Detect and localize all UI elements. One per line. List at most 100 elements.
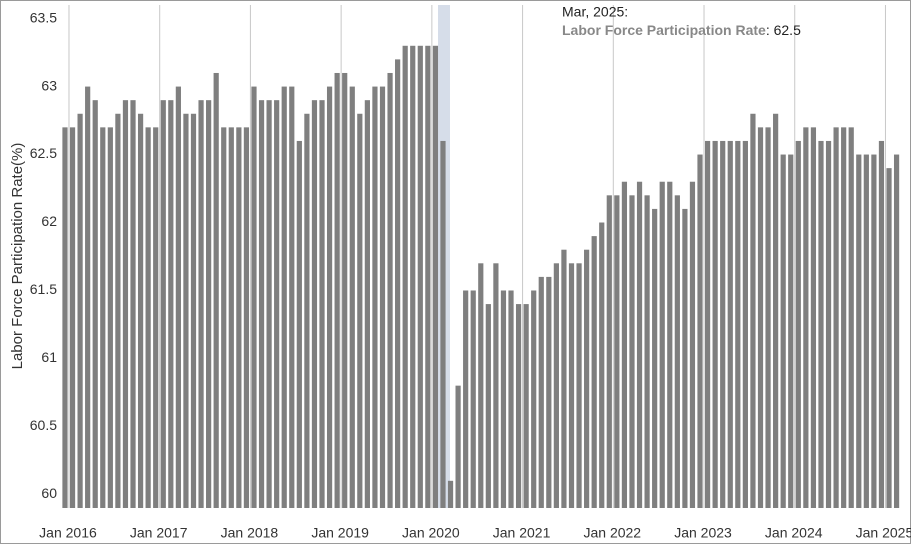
x-tick-label: Jan 2023 bbox=[674, 525, 732, 541]
bar bbox=[311, 100, 318, 508]
bar bbox=[614, 195, 620, 508]
bar bbox=[289, 86, 295, 508]
bar bbox=[750, 113, 756, 508]
tooltip-value: 62.5 bbox=[774, 22, 801, 38]
bar bbox=[92, 100, 98, 508]
bar bbox=[621, 181, 628, 508]
bar bbox=[274, 100, 280, 508]
bar bbox=[160, 100, 166, 508]
bar bbox=[69, 127, 76, 508]
bar bbox=[85, 86, 91, 508]
bar bbox=[62, 127, 68, 508]
bar bbox=[342, 72, 348, 509]
bar bbox=[704, 140, 711, 508]
bar bbox=[742, 140, 748, 508]
bar bbox=[168, 100, 174, 508]
bar bbox=[100, 127, 106, 508]
bar bbox=[841, 127, 847, 508]
bar bbox=[357, 113, 363, 508]
bar bbox=[402, 45, 408, 508]
y-tick-label: 62 bbox=[41, 213, 57, 229]
bar bbox=[326, 86, 333, 508]
y-tick-label: 61.5 bbox=[30, 281, 57, 297]
bar bbox=[848, 127, 854, 508]
bar bbox=[183, 113, 189, 508]
bar bbox=[500, 290, 507, 508]
bar bbox=[546, 276, 552, 508]
bar bbox=[319, 100, 325, 508]
x-tick-label: Jan 2022 bbox=[583, 525, 641, 541]
x-tick-label: Jan 2020 bbox=[402, 525, 460, 541]
bar bbox=[599, 222, 605, 508]
bar bbox=[190, 113, 197, 508]
bar bbox=[508, 290, 514, 508]
bar bbox=[395, 59, 401, 508]
bar bbox=[137, 113, 144, 508]
bar bbox=[417, 45, 423, 508]
bar bbox=[258, 100, 265, 508]
tooltip-label: Labor Force Participation Rate bbox=[562, 22, 766, 38]
bar bbox=[871, 154, 877, 509]
y-tick-label: 60 bbox=[41, 485, 57, 501]
y-tick-label: 60.5 bbox=[30, 417, 57, 433]
bar bbox=[440, 140, 446, 508]
bar bbox=[455, 385, 461, 508]
bar bbox=[493, 263, 499, 508]
bar bbox=[682, 208, 688, 508]
tooltip-line: Labor Force Participation Rate: 62.5 bbox=[562, 22, 801, 38]
bar bbox=[878, 140, 885, 508]
bar bbox=[334, 72, 340, 509]
bar bbox=[175, 86, 181, 508]
bar bbox=[364, 100, 370, 508]
bar bbox=[803, 127, 809, 508]
y-axis-label: Labor Force Participation Rate(%) bbox=[9, 143, 26, 370]
bar bbox=[780, 154, 786, 509]
bar bbox=[478, 263, 484, 508]
bar bbox=[863, 154, 869, 509]
bar bbox=[674, 195, 680, 508]
bar bbox=[689, 181, 696, 508]
bar bbox=[795, 140, 801, 508]
bar bbox=[825, 140, 832, 508]
bar bbox=[251, 86, 257, 508]
bar bbox=[757, 127, 764, 508]
bar bbox=[372, 86, 378, 508]
bar bbox=[735, 140, 741, 508]
bar bbox=[115, 113, 121, 508]
bar bbox=[447, 480, 454, 508]
tooltip-title: Mar, 2025: bbox=[562, 4, 628, 20]
bar bbox=[485, 304, 491, 508]
bar bbox=[221, 127, 227, 508]
bar bbox=[591, 236, 597, 509]
bar bbox=[77, 113, 83, 508]
bar bbox=[463, 290, 469, 508]
bar bbox=[765, 127, 771, 508]
bar bbox=[515, 304, 522, 508]
bar bbox=[568, 263, 575, 508]
bar bbox=[432, 45, 439, 508]
bar bbox=[788, 154, 794, 509]
x-tick-label: Jan 2018 bbox=[221, 525, 279, 541]
bar bbox=[773, 113, 779, 508]
bar bbox=[206, 100, 212, 508]
bar bbox=[553, 263, 559, 508]
bar bbox=[652, 208, 658, 508]
bar bbox=[122, 100, 129, 508]
bar bbox=[833, 127, 839, 508]
x-tick-label: Jan 2019 bbox=[311, 525, 369, 541]
year-lines bbox=[68, 5, 886, 508]
y-tick-label: 61 bbox=[41, 349, 57, 365]
bar bbox=[145, 127, 151, 508]
x-tick-label: Jan 2024 bbox=[765, 525, 823, 541]
bar bbox=[810, 127, 817, 508]
bar bbox=[266, 100, 272, 508]
bar bbox=[387, 72, 393, 509]
x-tick-label: Jan 2025 bbox=[856, 525, 911, 541]
bar bbox=[818, 140, 824, 508]
bar bbox=[856, 154, 862, 509]
bar bbox=[296, 140, 302, 508]
bar bbox=[243, 127, 250, 508]
bar bbox=[644, 195, 650, 508]
bar bbox=[236, 127, 242, 508]
bar bbox=[213, 72, 219, 509]
